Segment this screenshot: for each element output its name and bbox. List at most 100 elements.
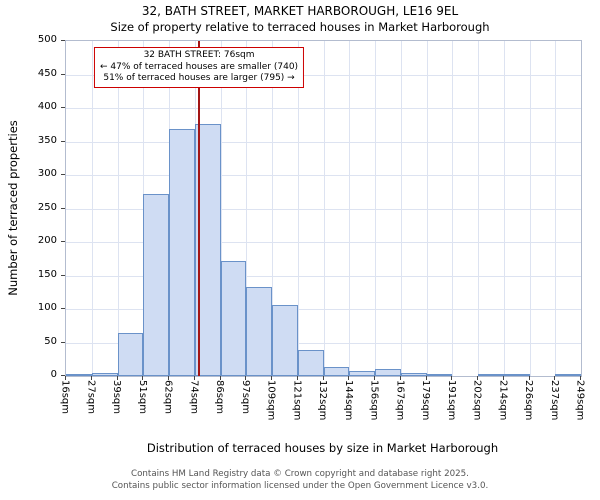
x-tick-label: 132sqm [317, 380, 328, 421]
v-gridline [272, 41, 273, 376]
bar [143, 193, 169, 376]
x-tick-mark [348, 376, 350, 380]
bar [169, 128, 195, 376]
bar [349, 371, 375, 376]
v-gridline [529, 41, 531, 376]
footer: Contains HM Land Registry data © Crown c… [0, 469, 600, 492]
bar [400, 372, 427, 376]
y-tick-mark [61, 241, 65, 242]
x-tick-label: 226sqm [523, 380, 534, 421]
y-tick-mark [61, 40, 65, 41]
x-axis-label: Distribution of terraced houses by size … [146, 441, 499, 455]
y-tick-label: 300 [37, 168, 57, 179]
y-tick-label: 450 [37, 67, 57, 79]
x-tick-mark [193, 376, 195, 380]
x-tick-mark [554, 376, 556, 380]
annotation-line: ← 47% of terraced houses are smaller (74… [100, 61, 299, 72]
x-tick-label: 237sqm [548, 380, 560, 421]
x-tick-mark [142, 376, 144, 380]
y-tick-mark [61, 174, 65, 175]
footer-line-1: Contains HM Land Registry data © Crown c… [131, 469, 469, 479]
x-tick-mark [219, 376, 221, 380]
x-tick-mark [528, 376, 530, 380]
v-gridline [555, 41, 557, 376]
plot-area: 32 BATH STREET: 76sqm ← 47% of terraced h… [65, 40, 582, 377]
footer-line-2: Contains public sector information licen… [111, 480, 489, 491]
bar [246, 286, 272, 376]
marker-line [198, 41, 200, 376]
x-tick-label: 97sqm [239, 380, 251, 415]
y-tick-label: 350 [37, 134, 57, 146]
x-tick-label: 167sqm [394, 380, 406, 421]
x-tick-label: 156sqm [368, 380, 380, 421]
x-tick-mark [296, 376, 298, 380]
v-gridline [452, 41, 454, 376]
chart-title: 32, BATH STREET, MARKET HARBOROUGH, LE16… [141, 4, 459, 18]
v-gridline [246, 41, 248, 376]
y-tick-mark [61, 375, 65, 376]
bar [117, 333, 144, 376]
v-gridline [375, 41, 376, 376]
y-tick-label: 400 [37, 101, 57, 112]
v-gridline [503, 41, 505, 376]
v-gridline [323, 41, 325, 376]
x-tick-mark [271, 376, 272, 380]
x-tick-label: 62sqm [162, 380, 174, 415]
v-gridline [220, 41, 222, 376]
x-tick-mark [477, 376, 478, 380]
x-tick-label: 39sqm [111, 380, 122, 415]
bar [503, 374, 530, 376]
x-tick-label: 121sqm [291, 380, 303, 421]
x-tick-label: 214sqm [497, 380, 509, 421]
x-tick-mark [245, 376, 247, 380]
annotation-line: 32 BATH STREET: 76sqm [143, 50, 255, 60]
y-tick-mark [61, 207, 65, 209]
v-gridline [426, 41, 428, 376]
bar [426, 374, 453, 376]
y-tick-label: 500 [37, 34, 57, 45]
x-tick-label: 144sqm [342, 380, 354, 421]
v-gridline [117, 41, 119, 376]
annotation-box: 32 BATH STREET: 76sqm ← 47% of terraced h… [94, 47, 305, 89]
x-tick-mark [65, 376, 66, 380]
x-tick-mark [399, 376, 401, 380]
x-tick-mark [451, 376, 453, 380]
bar [478, 374, 504, 376]
y-tick-label: 0 [50, 369, 57, 380]
annotation-line: 51% of terraced houses are larger (795) … [103, 73, 295, 84]
v-gridline [478, 41, 479, 376]
bar [91, 372, 118, 376]
y-tick-mark [61, 308, 65, 309]
x-tick-label: 179sqm [420, 380, 431, 421]
x-tick-mark [168, 376, 169, 380]
y-tick-label: 100 [37, 302, 57, 313]
y-tick-mark [61, 341, 65, 343]
v-gridline [400, 41, 402, 376]
x-tick-mark [580, 376, 581, 380]
x-tick-label: 51sqm [136, 380, 148, 415]
bar [272, 304, 298, 376]
bar [555, 374, 581, 376]
y-tick-mark [61, 107, 65, 108]
y-tick-label: 200 [37, 235, 57, 246]
y-tick-label: 150 [37, 268, 57, 280]
x-tick-label: 74sqm [188, 380, 200, 415]
v-gridline [349, 41, 351, 376]
bar [220, 260, 247, 376]
y-tick-mark [61, 274, 65, 276]
x-tick-mark [90, 376, 92, 380]
chart-subtitle: Size of property relative to terraced ho… [110, 20, 490, 34]
bar [66, 374, 92, 376]
y-tick-mark [61, 140, 65, 142]
x-tick-mark [425, 376, 427, 380]
bar [297, 349, 324, 376]
y-tick-mark [61, 73, 65, 75]
x-tick-mark [322, 376, 324, 380]
x-tick-label: 249sqm [574, 380, 586, 421]
y-tick-label: 50 [44, 335, 57, 347]
x-tick-mark [502, 376, 504, 380]
x-tick-label: 202sqm [471, 380, 483, 421]
x-tick-mark [116, 376, 118, 380]
x-tick-label: 191sqm [445, 380, 457, 421]
